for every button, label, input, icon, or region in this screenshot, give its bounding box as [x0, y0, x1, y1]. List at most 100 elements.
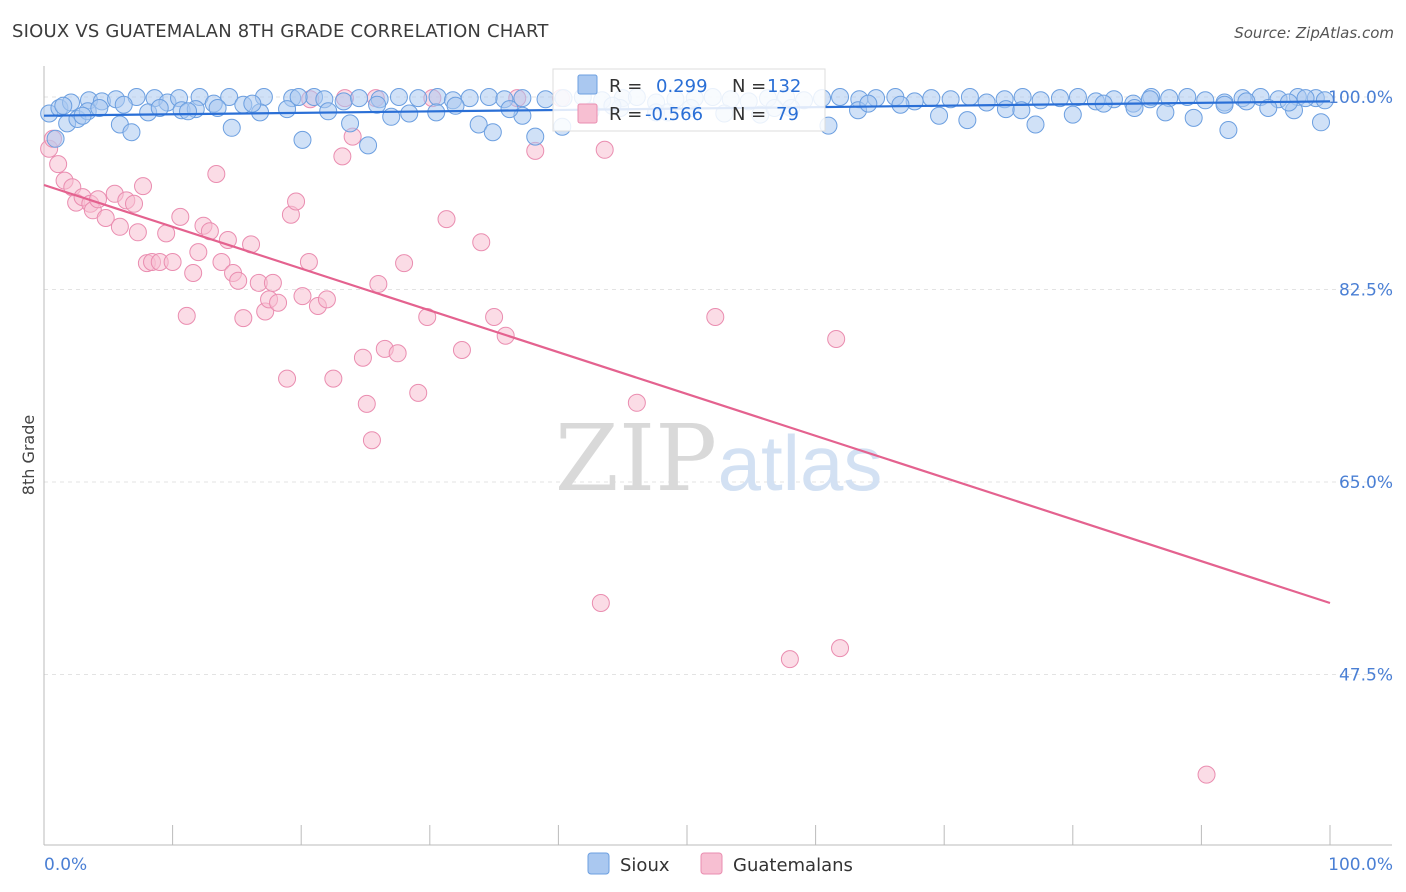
sioux-point: [1196, 91, 1215, 110]
sioux-n-value: 132: [767, 76, 801, 97]
sioux-point: [114, 95, 133, 114]
sioux-point: [483, 123, 502, 142]
sioux-point: [1311, 113, 1330, 132]
guatemalans-point: [472, 233, 491, 252]
stats-legend-box: [552, 68, 826, 132]
guatemalans-point: [452, 341, 471, 359]
guatemalans-trend-line: [43, 183, 1331, 605]
y-tick-label-2: 65.0%: [1339, 473, 1393, 493]
sioux-point: [319, 102, 338, 121]
sioux-point: [500, 100, 519, 119]
sioux-point: [922, 89, 941, 108]
sioux-point: [400, 104, 419, 123]
guatemalans-point: [207, 165, 226, 183]
sioux-point: [46, 129, 65, 148]
bottom-legend-guatemalans-label: Guatemalans: [733, 855, 853, 876]
sioux-point: [1259, 99, 1278, 117]
axes: [43, 66, 1392, 846]
tick-labels: 100.0% 82.5% 65.0% 47.5% 0.0% 100.0%: [44, 88, 1393, 875]
guatemalans-point: [269, 293, 288, 312]
guatemalans-point: [357, 394, 376, 413]
guatemalans-point: [324, 369, 343, 388]
guatemalans-point: [353, 348, 372, 367]
sioux-point: [150, 99, 169, 117]
guatemalans-point: [287, 192, 306, 211]
guatemalans-point: [128, 223, 147, 242]
sioux-n-label: N =: [732, 76, 766, 97]
stats-legend: R = 0.299 N = 132 R = -0.566 N = 79: [552, 68, 826, 132]
watermark-atlas: atlas: [718, 419, 883, 507]
sioux-point: [859, 94, 878, 113]
sioux-point: [1156, 103, 1175, 122]
sioux-point: [1296, 89, 1315, 108]
sioux-legend-swatch: [577, 74, 598, 95]
sioux-point: [1184, 108, 1203, 127]
sioux-point: [831, 88, 850, 106]
source-label: Source: ZipAtlas.com: [1234, 24, 1394, 42]
sioux-point: [460, 89, 479, 108]
guatemalans-n-value: 79: [776, 104, 799, 125]
guatemalans-point: [437, 210, 456, 229]
guatemalans-point: [827, 330, 846, 348]
guatemalans-point: [706, 308, 725, 326]
guatemalans-point: [780, 650, 799, 669]
sioux-point: [1315, 91, 1334, 110]
sioux-point: [1063, 105, 1082, 124]
guatemalans-point: [317, 290, 336, 309]
guatemalans-legend-swatch: [577, 103, 598, 124]
sioux-point: [513, 89, 532, 108]
x-tick-label-1: 100.0%: [1328, 855, 1393, 875]
guatemalans-point: [163, 253, 182, 271]
y-tick-label-1: 82.5%: [1339, 281, 1393, 301]
y-tick-label-0: 100.0%: [1328, 88, 1393, 108]
sioux-point: [341, 114, 360, 133]
sioux-point: [222, 118, 241, 137]
y-axis-label: 8th Grade: [19, 415, 38, 495]
sioux-point: [526, 127, 545, 146]
guatemalans-point: [125, 194, 144, 213]
sioux-point: [1178, 88, 1197, 106]
guatemalans-point: [212, 253, 231, 271]
guatemalans-point: [171, 207, 190, 226]
x-tick-label-0: 0.0%: [44, 855, 87, 875]
guatemalans-point: [395, 254, 414, 273]
guatemalans-point: [96, 209, 115, 227]
sioux-point: [54, 96, 73, 115]
guatemalans-point: [591, 594, 610, 612]
sioux-point: [930, 106, 949, 125]
bottom-legend-sioux-swatch: [587, 852, 610, 875]
guatemalans-point: [831, 639, 850, 658]
guatemalans-point: [177, 306, 196, 325]
watermark-zip: ZIP: [555, 405, 717, 512]
bottom-legend: Sioux Guatemalans: [587, 852, 853, 876]
bottom-legend-guatemalans-swatch: [700, 852, 723, 875]
y-tick-label-3: 47.5%: [1339, 666, 1393, 686]
guatemalans-point: [229, 271, 248, 290]
sioux-r-value: 0.299: [656, 76, 708, 97]
guatemalans-point: [189, 243, 208, 262]
sioux-point: [389, 88, 408, 106]
sioux-point: [179, 102, 198, 121]
watermark: ZIP atlas: [555, 405, 882, 512]
sioux-point: [469, 115, 488, 134]
guatemalans-point: [278, 369, 297, 388]
chart-title: SIOUX VS GUATEMALAN 8TH GRADE CORRELATIO…: [12, 21, 549, 42]
sioux-point: [1215, 95, 1234, 114]
sioux-point: [368, 95, 387, 114]
sioux-point: [479, 88, 498, 106]
guatemalans-point: [293, 287, 312, 306]
guatemalans-point: [234, 309, 253, 328]
guatemalans-point: [134, 177, 153, 196]
guatemalans-point: [333, 147, 352, 166]
guatemalans-n-label: N =: [732, 104, 766, 125]
guatemalans-r-value: -0.566: [645, 104, 703, 125]
guatemalans-r-label: R =: [609, 104, 642, 125]
sioux-point: [1031, 91, 1050, 110]
guatemalans-point: [362, 431, 381, 450]
guatemalans-point: [388, 344, 407, 363]
guatemalans-point: [263, 273, 282, 292]
sioux-point: [293, 130, 312, 149]
sioux-point: [1026, 115, 1045, 134]
sioux-point: [536, 90, 555, 109]
guatemalans-point: [485, 308, 504, 326]
